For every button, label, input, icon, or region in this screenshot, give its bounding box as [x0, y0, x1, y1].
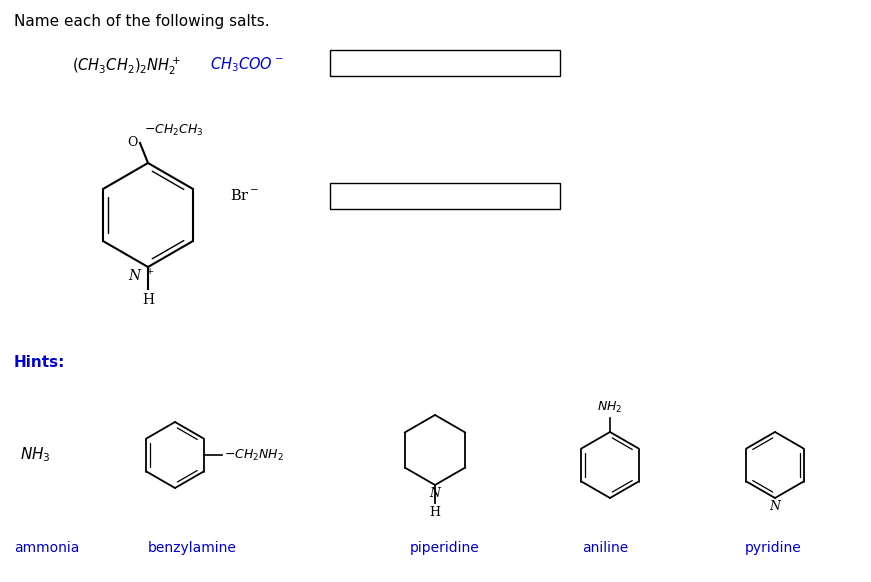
Text: O: O [128, 136, 138, 148]
Text: $NH_3$: $NH_3$ [20, 446, 51, 464]
Text: +: + [146, 267, 154, 276]
Text: N: N [769, 500, 780, 513]
Bar [330, 183, 560, 209]
Text: Name each of the following salts.: Name each of the following salts. [14, 14, 270, 29]
Text: N: N [128, 269, 140, 283]
Text: $-CH_2NH_2$: $-CH_2NH_2$ [224, 448, 283, 463]
Bar [330, 50, 560, 76]
Text: $-CH_2CH_3$: $-CH_2CH_3$ [144, 122, 204, 137]
Text: aniline: aniline [582, 541, 628, 555]
Text: ammonia: ammonia [14, 541, 79, 555]
Text: pyridine: pyridine [745, 541, 801, 555]
Text: benzylamine: benzylamine [148, 541, 237, 555]
Text: H: H [429, 506, 441, 519]
Text: Br$^-$: Br$^-$ [230, 188, 260, 203]
Text: N: N [429, 487, 441, 500]
Text: Hints:: Hints: [14, 355, 65, 370]
Text: piperidine: piperidine [410, 541, 480, 555]
Text: $NH_2$: $NH_2$ [598, 400, 623, 415]
Text: H: H [142, 293, 154, 307]
Text: $(CH_3CH_2)_2NH_2^+$: $(CH_3CH_2)_2NH_2^+$ [72, 55, 181, 77]
Text: $CH_3COO^-$: $CH_3COO^-$ [210, 55, 284, 74]
